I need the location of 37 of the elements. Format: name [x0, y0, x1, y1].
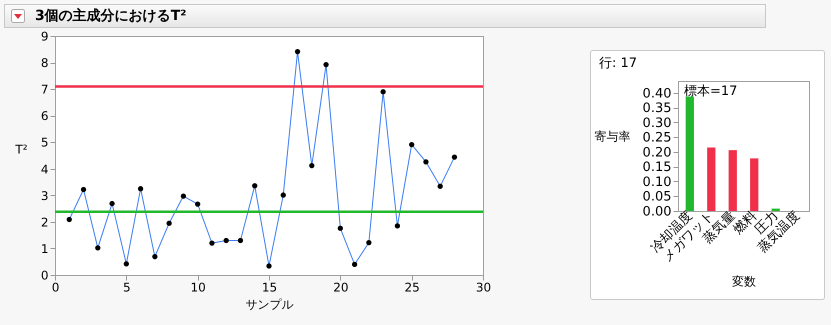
y-tick-label: 8: [40, 56, 48, 70]
y-axis-title: T²: [14, 142, 28, 156]
y-tick-label: 7: [40, 82, 48, 97]
y-tick-label: 6: [40, 109, 48, 124]
x-tick-label: 20: [333, 280, 348, 294]
chart-title: 3個の主成分におけるT²: [35, 7, 186, 25]
y-tick-label: 1: [40, 242, 48, 256]
x-tick-label: 10: [190, 280, 206, 294]
y-tick-label: 3: [40, 188, 48, 203]
annotation: 標本=17: [684, 84, 738, 99]
y-tick-label: 0.35: [642, 101, 672, 116]
y-tick-label: 0.40: [642, 86, 672, 102]
y-tick-label: 9: [40, 30, 48, 44]
y-tick-label: 5: [40, 136, 48, 150]
x-tick-label: 30: [476, 280, 492, 294]
y-axis-title: 寄与率: [594, 130, 630, 144]
x-tick-label: 25: [404, 280, 420, 294]
x-tick-label: 5: [123, 280, 131, 294]
bar: [728, 150, 737, 211]
chart-title: 行: 17: [599, 55, 638, 72]
y-tick-label: 0.20: [642, 145, 672, 160]
y-tick-label: 0.25: [642, 130, 672, 146]
x-tick-label: 0: [52, 280, 60, 294]
bar: [750, 158, 758, 211]
y-tick-label: 0.00: [642, 204, 672, 220]
y-tick-label: 4: [40, 162, 48, 176]
x-tick-label: 15: [262, 280, 278, 294]
y-tick-label: 0.10: [642, 174, 672, 190]
y-tick-label: 0.30: [642, 116, 672, 131]
bar: [686, 96, 694, 211]
y-tick-label: 0: [40, 268, 48, 282]
y-tick-label: 0.05: [642, 190, 672, 205]
x-axis-title: 変数: [732, 274, 756, 288]
y-tick-label: 0.15: [642, 160, 672, 176]
x-axis-title: サンプル: [246, 298, 294, 312]
bar: [707, 147, 716, 211]
y-tick-label: 2: [40, 215, 48, 230]
